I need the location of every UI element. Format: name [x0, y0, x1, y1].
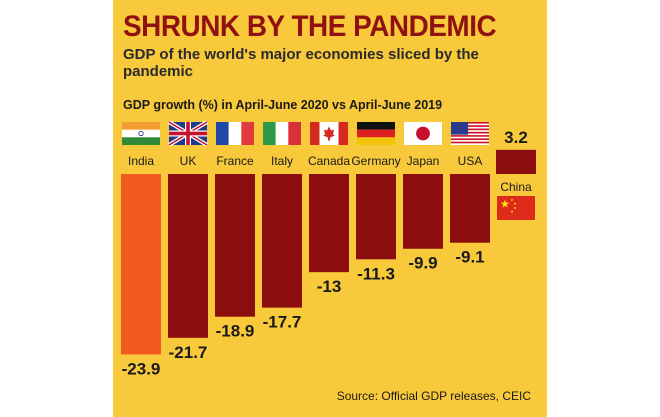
page-subtitle: GDP of the world's major economies slice…: [123, 46, 479, 80]
bar-canada: [309, 174, 349, 273]
page-title: SHRUNK BY THE PANDEMIC: [123, 10, 497, 43]
category-label-japan: Japan: [407, 154, 440, 168]
bar-japan: [403, 174, 443, 249]
infographic-card: SHRUNK BY THE PANDEMIC GDP of the world'…: [113, 0, 547, 417]
category-label-uk: UK: [180, 154, 197, 168]
italy-flag-icon: [263, 122, 301, 145]
value-label-india: -23.9: [122, 359, 161, 378]
value-label-uk: -21.7: [169, 343, 208, 362]
bar-usa: [450, 174, 490, 243]
germany-flag-icon: [357, 122, 395, 145]
france-flag-icon: [216, 122, 254, 145]
japan-flag-icon: [404, 122, 442, 145]
category-label-china: China: [500, 180, 532, 194]
chart-title: GDP growth (%) in April-June 2020 vs Apr…: [123, 98, 443, 112]
canada-flag-icon: [310, 122, 348, 145]
value-label-usa: -9.1: [455, 248, 484, 267]
bar-china: [496, 149, 536, 174]
category-label-usa: USA: [458, 154, 483, 168]
bar-germany: [356, 174, 396, 260]
category-label-france: France: [216, 154, 254, 168]
gdp-bar-chart: India -23.9 UK -21.7 France -18.9 Italy -17.7 Ca…: [121, 120, 536, 378]
category-label-canada: Canada: [308, 154, 350, 168]
value-label-china: 3.2: [504, 128, 528, 147]
uk-flag-icon: [167, 120, 209, 147]
value-label-germany: -11.3: [357, 264, 395, 283]
category-label-italy: Italy: [271, 154, 293, 168]
bar-india: [121, 174, 161, 355]
value-label-italy: -17.7: [263, 313, 302, 332]
bar-uk: [168, 174, 208, 338]
china-flag-icon: [497, 196, 535, 220]
bar-france: [215, 174, 255, 317]
category-label-india: India: [128, 154, 154, 168]
india-flag-icon: [122, 122, 160, 145]
source-note: Source: Official GDP releases, CEIC: [336, 389, 531, 403]
bar-italy: [262, 174, 302, 308]
category-label-germany: Germany: [351, 154, 400, 168]
value-label-japan: -9.9: [408, 254, 437, 273]
value-label-france: -18.9: [216, 322, 255, 341]
usa-flag-icon: [451, 122, 489, 145]
value-label-canada: -13: [317, 277, 342, 296]
